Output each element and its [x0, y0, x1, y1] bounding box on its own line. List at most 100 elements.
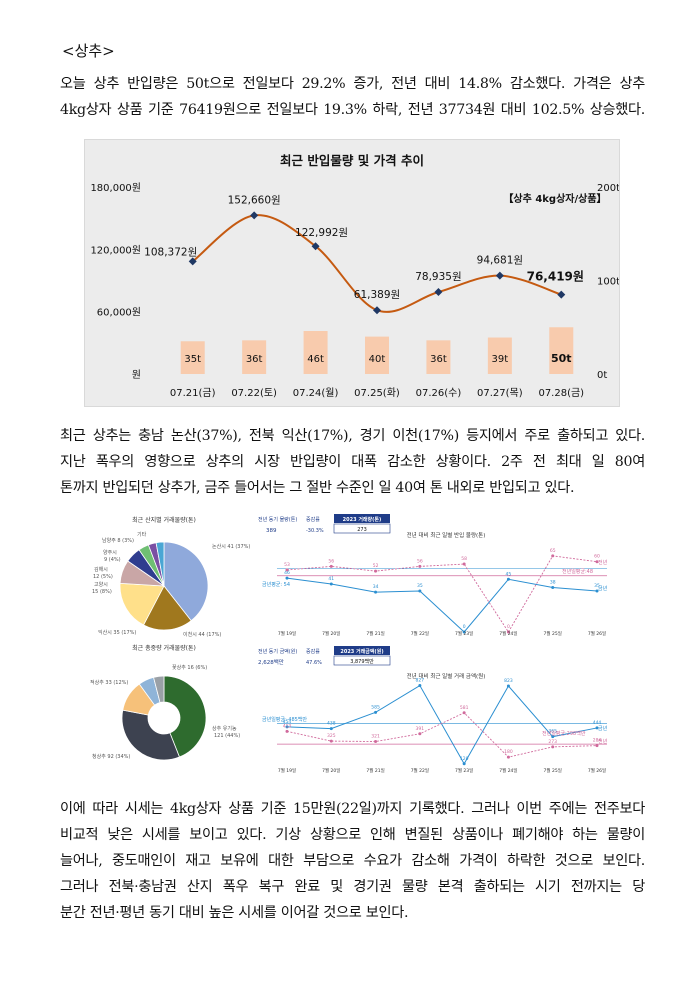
line2-cur-value: 3,879백만 [350, 658, 374, 665]
price-label: 152,660원 [228, 194, 281, 206]
donut-label-cheong: 청상추 92 (34%) [92, 753, 130, 760]
para-3-line-2: 비교적 낮은 시세를 보이고 있다. 기상 상황으로 인해 변질된 상품이나 폐… [60, 827, 645, 843]
series-point [551, 585, 555, 589]
left-axis-tick: 180,000원 [90, 182, 141, 194]
series-value: 321 [371, 734, 380, 740]
line1-prev-value: 389 [266, 528, 277, 534]
series-point [551, 745, 555, 749]
volume-bar-label: 46t [307, 354, 324, 365]
line-x-label: 7월 26일 [588, 767, 606, 774]
series-point [551, 554, 555, 558]
donut-label-organic-val: 121 (44%) [214, 733, 240, 739]
series-value: 413 [283, 723, 292, 729]
volume-bar [303, 330, 328, 374]
line2-title: 전년 대비 최근 일별 거래 금액(원) [407, 672, 486, 680]
line2-ref-cur: 금년일평균: 485백만 [262, 716, 307, 723]
pie-slice [163, 675, 207, 758]
pie-title: 최근 산지별 거래물량(톤) [132, 516, 196, 524]
chart-title: 최근 반입물량 및 가격 추이 [280, 153, 424, 168]
line1-prev-label: 전년 동기 물량(톤) [258, 516, 297, 523]
volume-bar-label: 36t [430, 354, 447, 365]
line2-rate-label: 증감률 [306, 648, 320, 655]
line2-rate-value: 47.6% [306, 660, 322, 666]
series-point [595, 589, 599, 593]
right-axis-tick: 0t [597, 370, 607, 381]
para-2-line-1: 최근 상추는 충남 논산(37%), 전북 익산(17%), 경기 이천(17%… [60, 428, 645, 444]
origin-pie-chart [119, 541, 209, 631]
volume-bar-label: 40t [369, 354, 386, 365]
series-value: 438 [327, 721, 336, 727]
line1-cur-value: 273 [357, 527, 367, 533]
donut-label-red: 적상추 33 (12%) [90, 679, 128, 686]
amount-line-chart: 454 438 585 827 120 823 365 444 413 325 321 391 581 1… [277, 678, 607, 774]
left-axis-tick: 120,000원 [90, 244, 141, 256]
donut-title: 최근 총중량 거래물량(톤) [132, 644, 196, 652]
series-point [506, 755, 510, 759]
series-value: 52 [373, 563, 379, 569]
series-point [329, 739, 333, 743]
price-point [495, 271, 504, 280]
series-value: 35 [417, 583, 423, 589]
price-label: 94,681원 [477, 255, 523, 267]
price-label: 61,389원 [354, 289, 400, 301]
pie-label-goyang-val: 15 (8%) [92, 589, 112, 595]
pie-slice [143, 585, 192, 631]
series-value: 34 [373, 584, 379, 590]
series-point [374, 590, 378, 594]
line-x-label: 7월 24일 [499, 767, 517, 774]
series-line [286, 712, 598, 758]
volume-bar [549, 327, 574, 374]
series-point [285, 725, 289, 729]
series-value: 41 [328, 576, 334, 582]
line1-rate-label: 증감률 [306, 516, 320, 523]
series-point [329, 582, 333, 586]
series-point [595, 744, 599, 748]
pie-label-namyangju: 남양주 8 (3%) [102, 537, 134, 544]
line2-ref-prev: 전년일평균:298백만 [542, 730, 586, 737]
volume-bar-label: 39t [492, 354, 509, 365]
x-axis-label: 07.22(토) [231, 388, 277, 399]
volume-bar-label: 35t [184, 354, 201, 365]
series-point [462, 630, 466, 634]
pie-slice [155, 541, 165, 587]
x-axis-label: 07.27(목) [477, 387, 523, 399]
market-infographics: 최근 산지별 거래물량(톤) 논산시 41 (37%) 이천시 44 (17%)… [90, 514, 608, 774]
series-point [418, 684, 422, 688]
price-point [250, 211, 259, 220]
series-point [329, 564, 333, 568]
pie-label-goyang: 고양시 [94, 581, 108, 588]
line-x-label: 7월 26일 [588, 630, 606, 637]
line1-cur-label: 2023 거래량(톤) [343, 516, 382, 523]
line-x-label: 7월 22일 [411, 767, 429, 774]
series-value: 180 [504, 749, 513, 755]
para-1-line-2: 4kg상자 상품 기준 76419원으로 전일보다 19.3% 하락, 전년 3… [60, 102, 645, 118]
series-value: 391 [416, 726, 425, 732]
volume-bar [426, 340, 451, 374]
price-point [188, 257, 197, 266]
line-x-label: 7월 23일 [455, 630, 473, 637]
donut-label-organic: 상추 유기농 [212, 725, 237, 732]
series-value: 823 [504, 678, 513, 684]
line-x-label: 7월 24일 [499, 630, 517, 637]
line1-legend-prev: 전년 [598, 559, 608, 566]
series-value: 45 [506, 571, 512, 577]
para-1-line-1: 오늘 상추 반입량은 50t으로 전일보다 29.2% 증가, 전년 대비 14… [60, 76, 645, 92]
pie-slice [121, 709, 180, 761]
para-3-line-3: 늘어나, 중도매인이 재고 보유에 대한 부담으로 수요가 감소해 가격이 하락… [60, 853, 645, 869]
right-axis-tick: 200t [597, 183, 619, 194]
line2-prev-label: 전년 동기 금액(원) [258, 648, 297, 655]
series-line [286, 684, 598, 765]
line-x-label: 7월 21일 [366, 630, 384, 637]
series-line [286, 555, 598, 633]
line2-legend-prev: 전년 [598, 738, 608, 745]
left-axis-tick: 60,000원 [97, 307, 141, 319]
donut-label-flower: 꽃상추 16 (6%) [172, 664, 207, 671]
series-point [285, 729, 289, 733]
line2-prev-value: 2,628백만 [258, 658, 284, 666]
line2-legend-cur: 금년 [598, 725, 608, 732]
section-heading: <상추> [62, 42, 115, 60]
line1-rate-value: -30.3% [306, 528, 324, 534]
series-point [506, 577, 510, 581]
series-point [285, 568, 289, 572]
left-axis-tick: 원 [132, 369, 141, 381]
